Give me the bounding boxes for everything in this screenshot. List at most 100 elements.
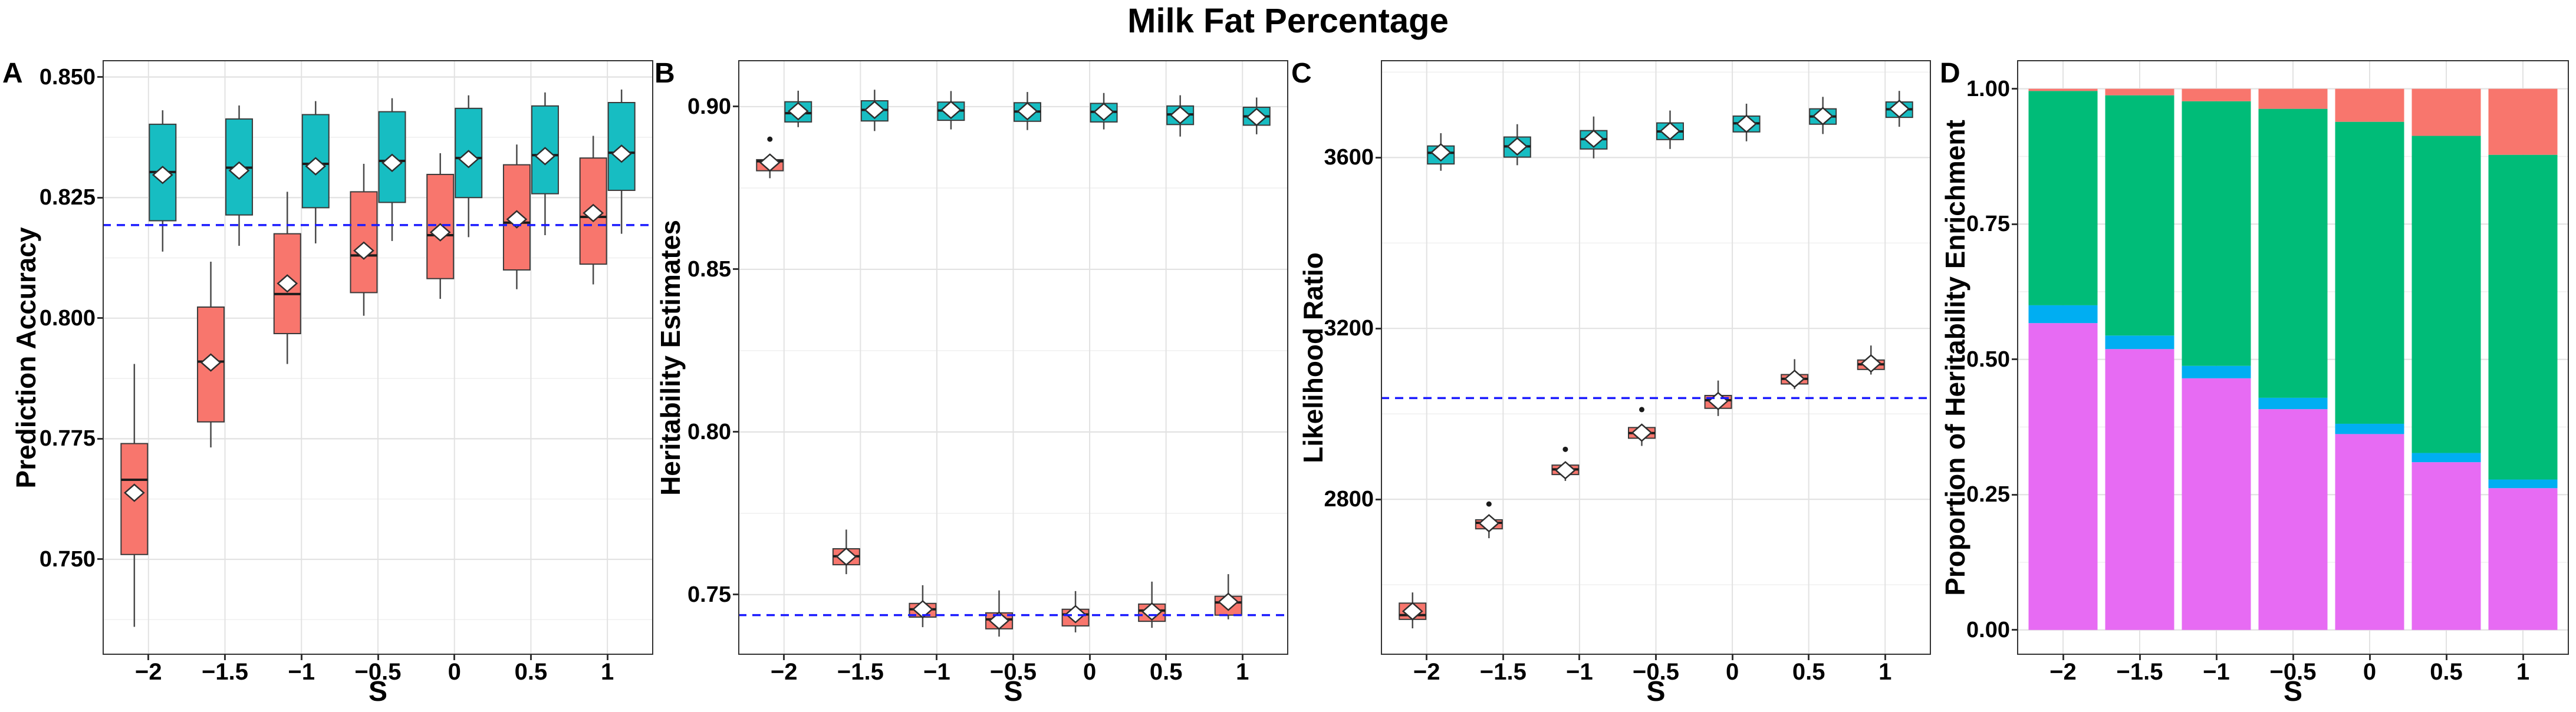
mean-diamond [1784,370,1805,388]
mean-diamond [1478,514,1500,533]
panel-letter-c: C [1291,58,1312,89]
bar-segment [2105,335,2174,350]
bar-segment [2411,462,2481,630]
chart-canvas [103,60,653,655]
y-tick-mark [97,196,103,199]
y-tick-mark [1376,498,1381,500]
bar-segment [2028,91,2098,305]
x-axis-title: S [1646,676,1666,707]
chart-canvas [1381,60,1931,655]
plot-border [738,60,1288,655]
mean-diamond [1093,103,1114,121]
x-axis-title: S [368,676,387,707]
y-tick-label: 2800 [1324,487,1374,512]
x-tick-mark [936,655,938,660]
x-tick-label: −1.5 [837,659,884,685]
y-tick-label: 0.750 [39,546,96,572]
y-tick-mark [733,106,738,108]
mean-diamond [759,153,781,172]
bar-segment [2411,453,2481,463]
mean-diamond [458,150,479,169]
y-tick-mark [97,317,103,319]
box [455,107,483,199]
mean-diamond [864,100,886,120]
x-tick-label: 1 [1236,659,1249,685]
mean-diamond [381,153,403,172]
bar-segment [2488,88,2558,155]
bar-segment [2411,136,2481,453]
figure-title: Milk Fat Percentage [1127,2,1449,40]
y-tick-label: 0.80 [687,419,731,444]
y-tick-label: 0.775 [39,426,96,451]
y-tick-label: 0.800 [39,305,96,331]
y-tick-label: 1.00 [1966,76,2010,101]
x-tick-mark [147,655,150,660]
x-tick-mark [1578,655,1581,660]
y-tick-label: 0.75 [687,582,731,607]
y-tick-label: 0.825 [39,185,96,210]
x-tick-mark [1012,655,1014,660]
x-tick-label: −0.5 [2269,659,2317,685]
x-tick-mark [1241,655,1243,660]
x-tick-mark [2292,655,2294,660]
x-tick-mark [529,655,532,660]
x-tick-mark [1502,655,1504,660]
mean-diamond [277,274,298,293]
mean-diamond [912,600,933,619]
bar-segment [2258,409,2328,630]
mean-diamond [1631,423,1653,442]
x-tick-label: −1.5 [2116,659,2163,685]
x-tick-label: −1.5 [202,659,249,685]
x-tick-label: −2 [135,659,162,685]
x-tick-mark [783,655,785,660]
panel-letter-b: B [654,58,675,89]
bar-segment [2182,101,2251,366]
x-tick-mark [453,655,456,660]
x-tick-mark [1655,655,1657,660]
y-tick-mark [97,437,103,440]
box [579,157,607,265]
mean-diamond [1016,101,1038,121]
y-tick-mark [2012,493,2017,496]
x-tick-label: 1 [2516,659,2530,685]
x-tick-label: −2 [770,659,798,685]
y-tick-label: 0.75 [1966,212,2010,237]
mean-diamond [835,547,857,566]
x-tick-label: −2 [1413,659,1440,685]
outlier-point [1486,501,1492,507]
x-tick-mark [2522,655,2524,660]
x-tick-mark [2139,655,2141,660]
bar-segment [2488,479,2558,489]
mean-diamond [1812,107,1834,126]
y-tick-mark [733,594,738,596]
mean-diamond [305,157,327,176]
x-tick-mark [2368,655,2371,660]
x-axis-title: S [2283,676,2302,707]
bar-segment [2028,323,2098,630]
y-tick-label: 0.850 [39,64,96,90]
x-tick-mark [2062,655,2064,660]
y-tick-label: 0.90 [687,94,731,119]
mean-diamond [1659,121,1681,140]
outlier-point [1639,407,1644,413]
bar-segment [2105,349,2174,630]
bar-segment [2335,423,2404,434]
x-tick-mark [2445,655,2447,660]
bar-segment [2488,154,2558,480]
y-tick-mark [97,76,103,78]
y-tick-label: 0.00 [1966,617,2010,642]
outlier-point [767,136,773,142]
plot-area [103,60,653,655]
mean-diamond [429,223,451,242]
y-tick-mark [733,431,738,433]
x-tick-label: −1 [2203,659,2230,685]
mean-diamond [1401,602,1423,621]
x-tick-label: 0.5 [514,659,548,685]
y-tick-label: 0.50 [1966,347,2010,372]
mean-diamond [506,210,528,229]
plot-border [103,60,653,655]
